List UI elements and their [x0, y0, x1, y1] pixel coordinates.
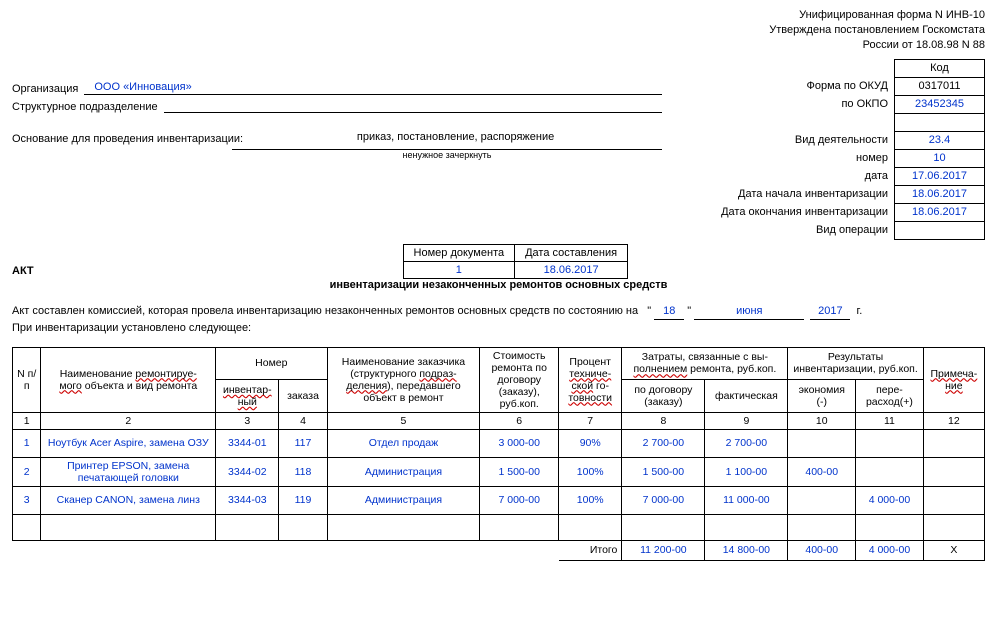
th-11: пере- расход(+) — [856, 380, 924, 413]
statement: Акт составлен комиссией, которая провела… — [12, 303, 985, 337]
code-label-8: Вид операции — [715, 221, 894, 239]
totals-c12: X — [923, 540, 984, 560]
table-row — [13, 514, 985, 540]
th-7: Процент техниче-ской го-товности — [559, 347, 622, 412]
code-header: Код — [895, 59, 985, 77]
th-5: Наименование заказчика (структурного под… — [327, 347, 480, 412]
code-label-4: номер — [715, 149, 894, 167]
th-6: Стоимость ремонта по договору (заказу), … — [480, 347, 559, 412]
stmt-month: июня — [694, 303, 804, 321]
code-label-7: Дата окончания инвентаризации — [715, 203, 894, 221]
th-4: заказа — [279, 380, 327, 413]
table-row: 2Принтер EPSON, замена печатающей головк… — [13, 457, 985, 486]
basis-value: приказ, постановление, распоряжение — [249, 131, 662, 145]
left-block: Организация ООО «Инновация» Структурное … — [12, 59, 662, 160]
struct-label: Структурное подразделение — [12, 101, 164, 113]
code-val-2 — [895, 113, 985, 131]
code-label-6: Дата начала инвентаризации — [715, 185, 894, 203]
th-1: N п/п — [13, 347, 41, 412]
org-value: ООО «Инновация» — [84, 81, 662, 95]
code-val-0: 0317011 — [895, 77, 985, 95]
totals-c11: 4 000-00 — [856, 540, 924, 560]
table-row: 3Сканер CANON, замена линз3344-03119 Адм… — [13, 486, 985, 514]
hdr-line2: Утверждена постановлением Госкомстата — [769, 24, 985, 36]
strike-note: ненужное зачеркнуть — [232, 150, 662, 160]
meta-num-value: 1 — [403, 261, 515, 278]
num-row: 1234 5678 9101112 — [13, 412, 985, 429]
code-val-5: 17.06.2017 — [895, 167, 985, 185]
stmt-day: 18 — [654, 303, 684, 321]
totals-row: Итого 11 200-00 14 800-00 400-00 4 000-0… — [13, 540, 985, 560]
org-label: Организация — [12, 83, 84, 95]
hdr-line3: России от 18.08.98 N 88 — [863, 39, 985, 51]
th-2: Наименование ремонтируе-мого объекта и в… — [41, 347, 216, 412]
stmt-prefix: Акт составлен комиссией, которая провела… — [12, 305, 638, 317]
totals-label: Итого — [559, 540, 622, 560]
meta-num-label: Номер документа — [403, 244, 515, 261]
th-89: Затраты, связанные с вы-полнением ремонт… — [622, 347, 788, 380]
th-nomer: Номер — [216, 347, 327, 380]
code-label-3: Вид деятельности — [715, 131, 894, 149]
form-header: Унифицированная форма N ИНВ-10 Утвержден… — [12, 8, 985, 53]
main-table: N п/п Наименование ремонтируе-мого объек… — [12, 347, 985, 561]
code-label-5: дата — [715, 167, 894, 185]
th-1011: Результаты инвентаризации, руб.коп. — [788, 347, 923, 380]
stmt-line2: При инвентаризации установлено следующее… — [12, 322, 251, 334]
th-12: Примеча-ние — [923, 347, 984, 412]
code-val-8 — [895, 221, 985, 239]
code-val-1: 23452345 — [895, 95, 985, 113]
th-10: экономия (-) — [788, 380, 856, 413]
code-val-7: 18.06.2017 — [895, 203, 985, 221]
code-label-1: по ОКПО — [715, 95, 894, 113]
doc-subtitle: инвентаризации незаконченных ремонтов ос… — [12, 279, 985, 291]
code-table: Код Форма по ОКУД0317011 по ОКПО23452345… — [715, 59, 985, 240]
hdr-line1: Унифицированная форма N ИНВ-10 — [799, 9, 985, 21]
table-row: 1Ноутбук Acer Aspire, замена ОЗУ3344-011… — [13, 429, 985, 457]
basis-label: Основание для проведения инвентаризации: — [12, 133, 249, 145]
totals-c8: 11 200-00 — [622, 540, 705, 560]
th-3: инвентар-ный — [216, 380, 279, 413]
totals-c10: 400-00 — [788, 540, 856, 560]
code-val-4: 10 — [895, 149, 985, 167]
stmt-year: 2017 — [810, 303, 850, 321]
code-val-3: 23.4 — [895, 131, 985, 149]
stmt-suffix: г. — [857, 305, 863, 317]
doc-title: АКТ — [12, 265, 34, 277]
code-label-2 — [715, 113, 894, 131]
code-val-6: 18.06.2017 — [895, 185, 985, 203]
code-label-0: Форма по ОКУД — [715, 77, 894, 95]
th-9: фактическая — [705, 380, 788, 413]
doc-meta-table: Номер документа Дата составления 1 18.06… — [403, 244, 629, 279]
struct-value — [164, 99, 662, 113]
th-8: по договору (заказу) — [622, 380, 705, 413]
totals-c9: 14 800-00 — [705, 540, 788, 560]
meta-date-label: Дата составления — [515, 244, 628, 261]
meta-date-value: 18.06.2017 — [515, 261, 628, 278]
